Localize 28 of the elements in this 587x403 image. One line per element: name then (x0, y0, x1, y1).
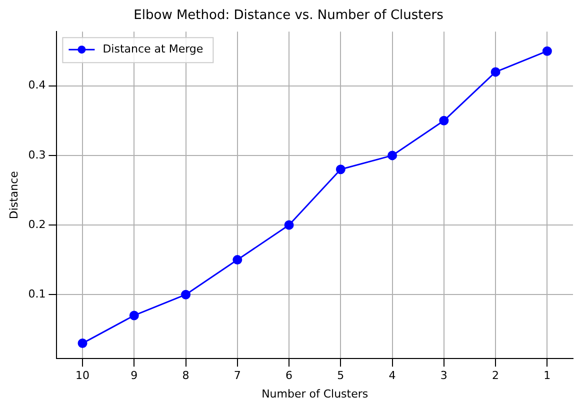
point (78, 338, 88, 348)
point (388, 150, 398, 160)
y-tick-label: 0.4 (28, 78, 46, 92)
x-tick-label: 6 (286, 369, 293, 382)
x-axis-title: Number of Clusters (262, 387, 368, 400)
x-tick-label: 4 (388, 369, 396, 382)
x-tick-label: 9 (130, 369, 138, 382)
x-tick-label: 7 (234, 369, 241, 382)
point (439, 116, 449, 126)
point (129, 310, 139, 320)
point (336, 164, 346, 174)
y-tick-label: 0.3 (28, 148, 46, 162)
x-tick-label: 10 (76, 369, 90, 382)
y-tick-label: 0.2 (28, 218, 46, 231)
chart-title: Elbow Method: Distance vs. Number of Clusters (134, 8, 444, 24)
x-tick-label: 3 (440, 369, 448, 382)
point (232, 255, 242, 265)
point (284, 220, 294, 230)
x-tick-label: 2 (492, 369, 500, 382)
x-tick-label: 5 (337, 369, 344, 382)
point (490, 67, 500, 77)
y-axis-title: Distance (7, 170, 20, 220)
x-tick-label: 8 (182, 369, 190, 382)
x-tick-label: 1 (544, 369, 551, 382)
legend-label: Distance at Merge (102, 42, 204, 56)
y-tick-label: 0.1 (28, 287, 46, 300)
point (181, 290, 191, 300)
point (542, 46, 552, 56)
